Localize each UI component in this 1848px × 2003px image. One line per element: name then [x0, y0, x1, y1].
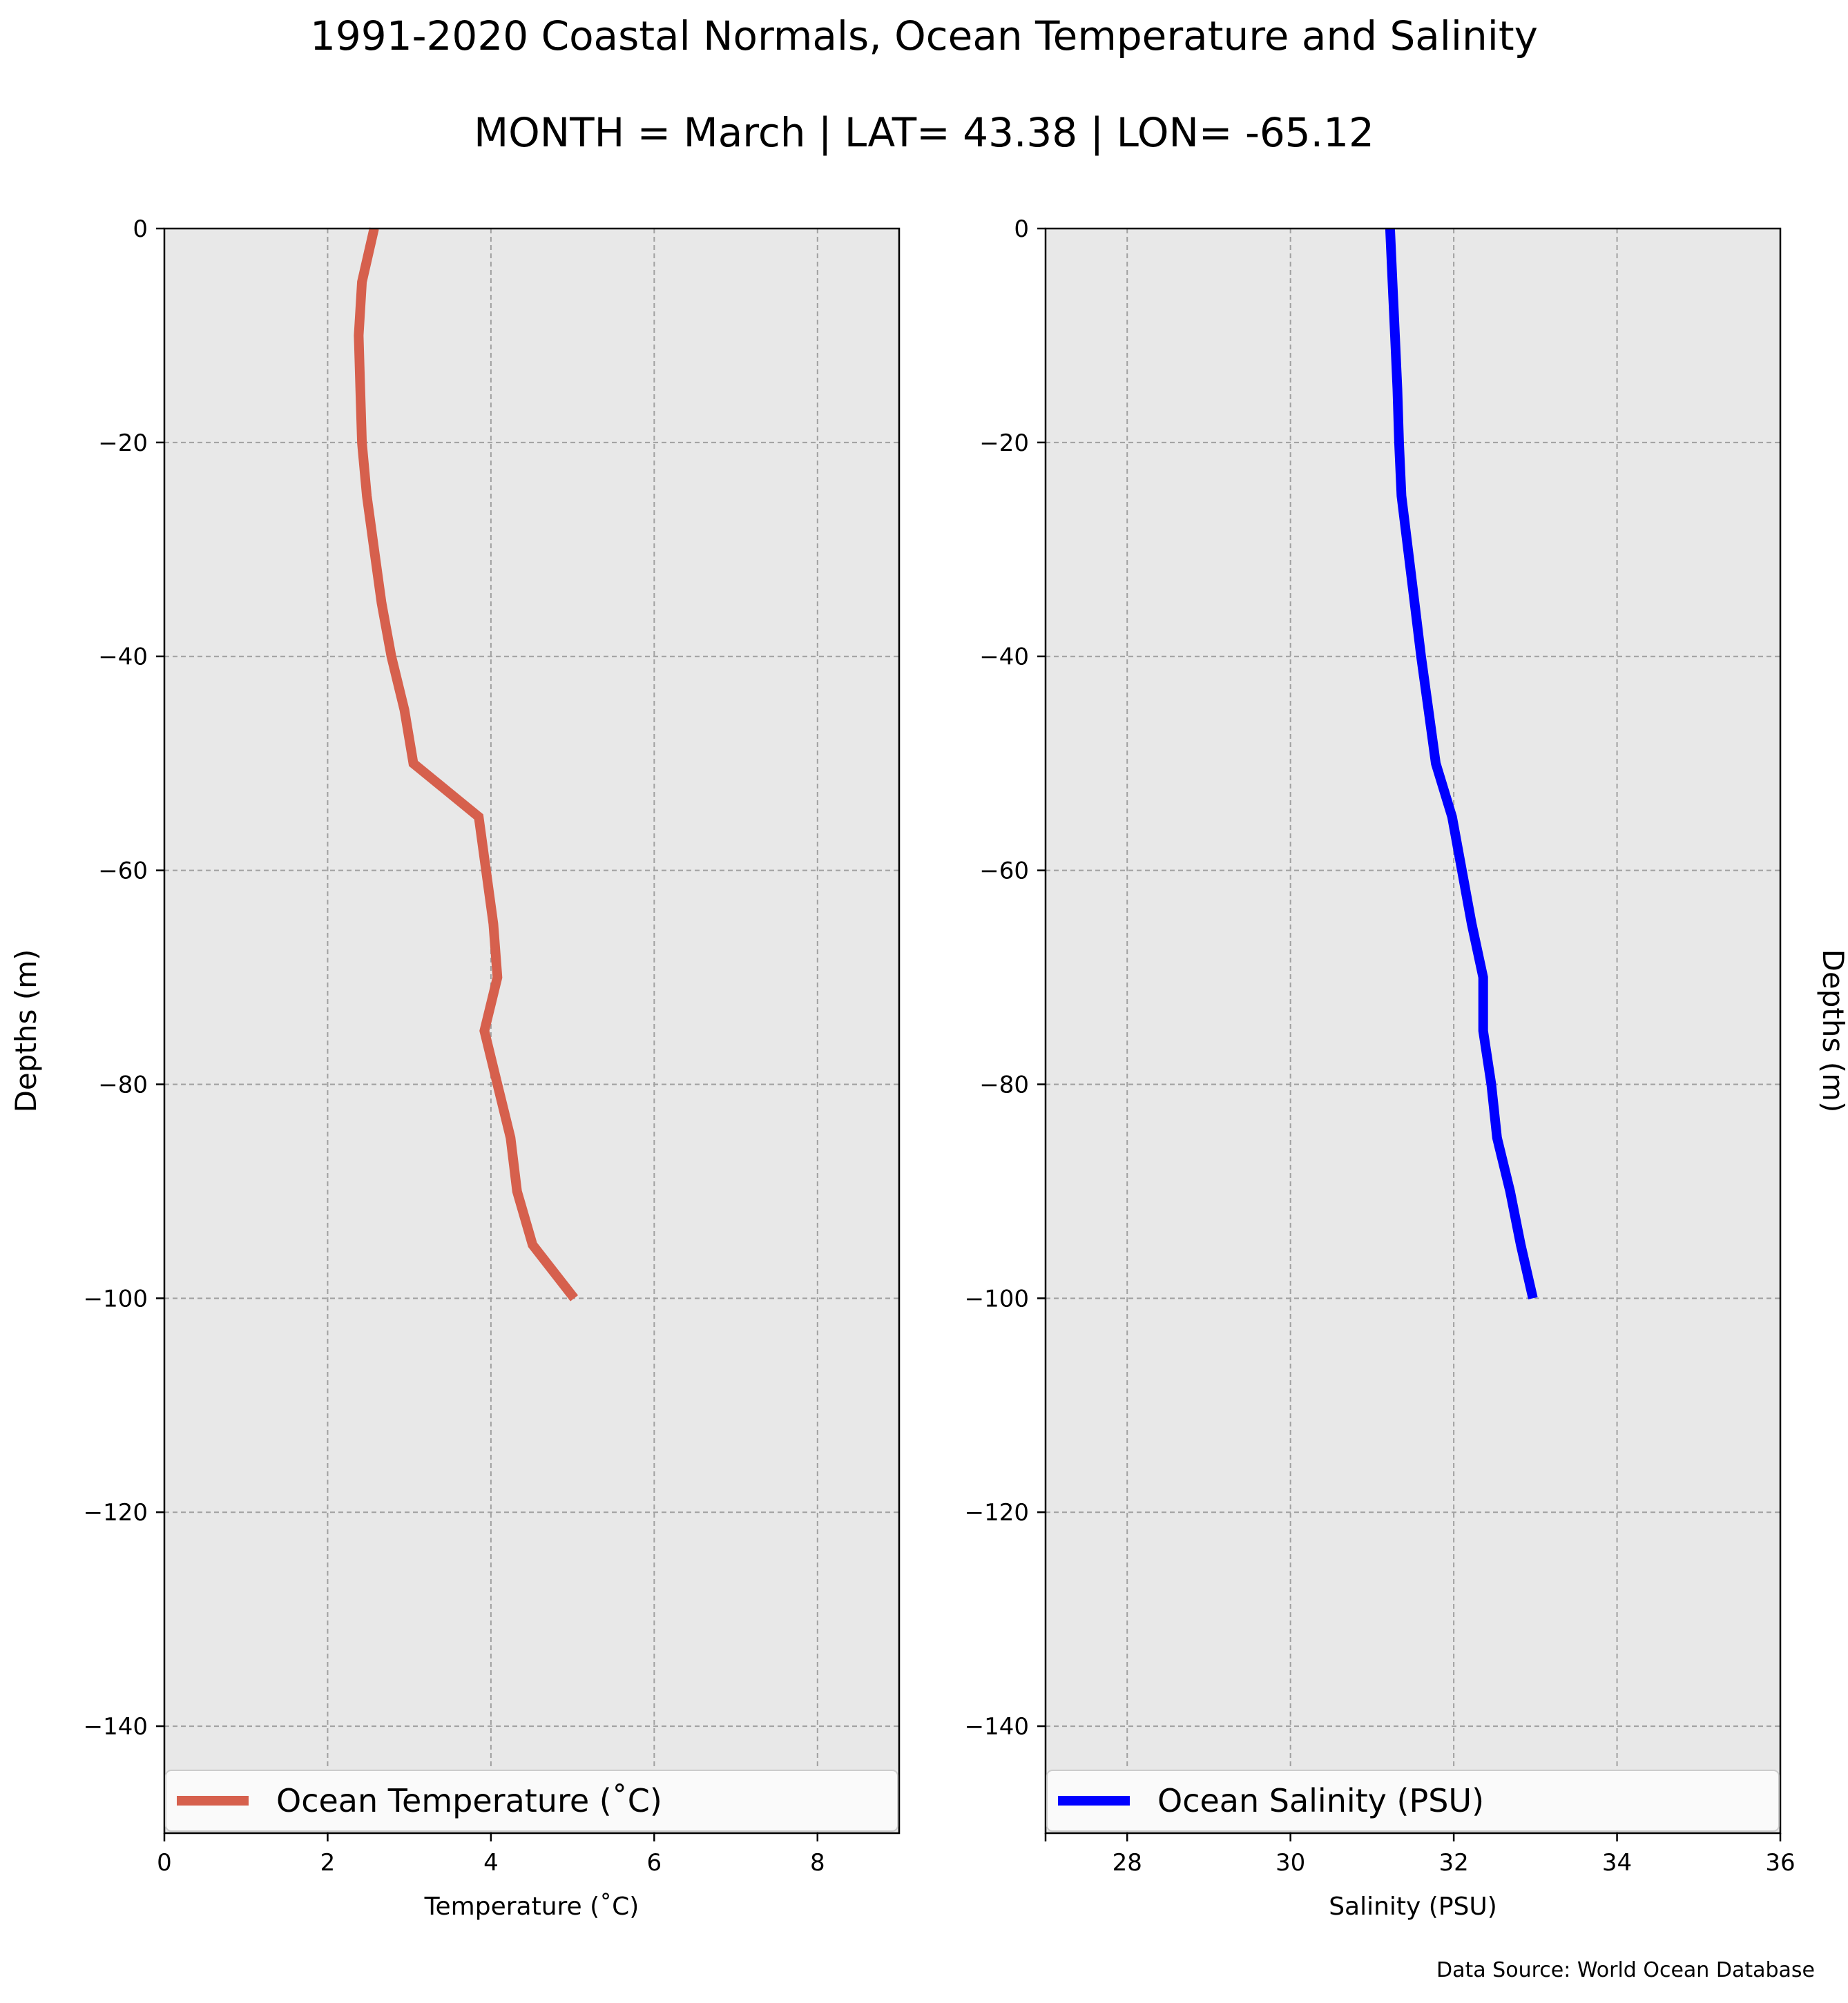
chart-subtitle: MONTH = March | LAT= 43.38 | LON= -65.12: [474, 109, 1374, 156]
temperature-y-tick-label: −40: [98, 644, 148, 671]
salinity-x-tick-label: 34: [1602, 1849, 1632, 1877]
temperature-panel: Ocean Temperature (˚C) 0 2 4 6 8 0 −20 −40 −60 −80…: [9, 215, 901, 1921]
salinity-y-axis-label: Depths (m): [1816, 949, 1848, 1113]
salinity-y-tick-label: −40: [979, 644, 1029, 671]
salinity-y-tick-label: −100: [965, 1285, 1029, 1313]
salinity-plot-area: [1046, 229, 1780, 1833]
salinity-y-tick-label: −140: [965, 1713, 1029, 1741]
temperature-legend: Ocean Temperature (˚C): [165, 1770, 898, 1832]
temperature-y-tick-label: −60: [98, 858, 148, 885]
salinity-x-tick-label: 36: [1765, 1849, 1795, 1877]
salinity-x-tick-label: 30: [1276, 1849, 1305, 1877]
temperature-axes-frame: [163, 227, 901, 1835]
chart-title: 1991-2020 Coastal Normals, Ocean Tempera…: [310, 12, 1538, 59]
temperature-x-tick-label: 4: [483, 1849, 499, 1877]
temperature-legend-box: [165, 1770, 898, 1832]
temperature-y-tick-label: −140: [84, 1713, 148, 1741]
salinity-y-tick-label: −20: [979, 429, 1029, 457]
temperature-series-line: [354, 227, 579, 1302]
temperature-y-tick-label: −120: [84, 1499, 148, 1527]
temperature-x-axis-label: Temperature (˚C): [424, 1893, 639, 1921]
temperature-x-tick-label: 6: [647, 1849, 662, 1877]
data-source-note: Data Source: World Ocean Database: [1436, 1958, 1815, 1982]
salinity-legend-label: Ocean Salinity (PSU): [1157, 1782, 1484, 1819]
temperature-x-tick-label: 0: [157, 1849, 172, 1877]
salinity-series-line: [1385, 228, 1538, 1299]
salinity-legend-box: [1046, 1770, 1780, 1832]
salinity-y-tick-label: −120: [965, 1499, 1029, 1527]
temperature-y-tick-label: 0: [133, 215, 148, 243]
salinity-x-tick-label: 28: [1113, 1849, 1142, 1877]
temperature-y-tick-label: −20: [98, 429, 148, 457]
salinity-y-tick-label: 0: [1014, 215, 1029, 243]
salinity-legend: Ocean Salinity (PSU): [1046, 1770, 1780, 1832]
temperature-x-tick-label: 2: [320, 1849, 336, 1877]
salinity-y-tick-label: −80: [979, 1071, 1029, 1099]
salinity-axes-frame: [1044, 227, 1782, 1835]
temperature-plot-area: [164, 229, 899, 1833]
temperature-y-axis-label: Depths (m): [9, 949, 43, 1113]
salinity-y-tick-label: −60: [979, 858, 1029, 885]
salinity-x-axis-label: Salinity (PSU): [1329, 1893, 1497, 1921]
salinity-x-tick-label: 32: [1438, 1849, 1468, 1877]
temperature-y-tick-label: −100: [84, 1285, 148, 1313]
salinity-panel: Ocean Salinity (PSU) 28 30 32 34 36 0 −20 −40 −60…: [965, 215, 1848, 1921]
temperature-legend-label: Ocean Temperature (˚C): [276, 1782, 662, 1819]
temperature-x-tick-label: 8: [810, 1849, 825, 1877]
temperature-y-tick-label: −80: [98, 1071, 148, 1099]
